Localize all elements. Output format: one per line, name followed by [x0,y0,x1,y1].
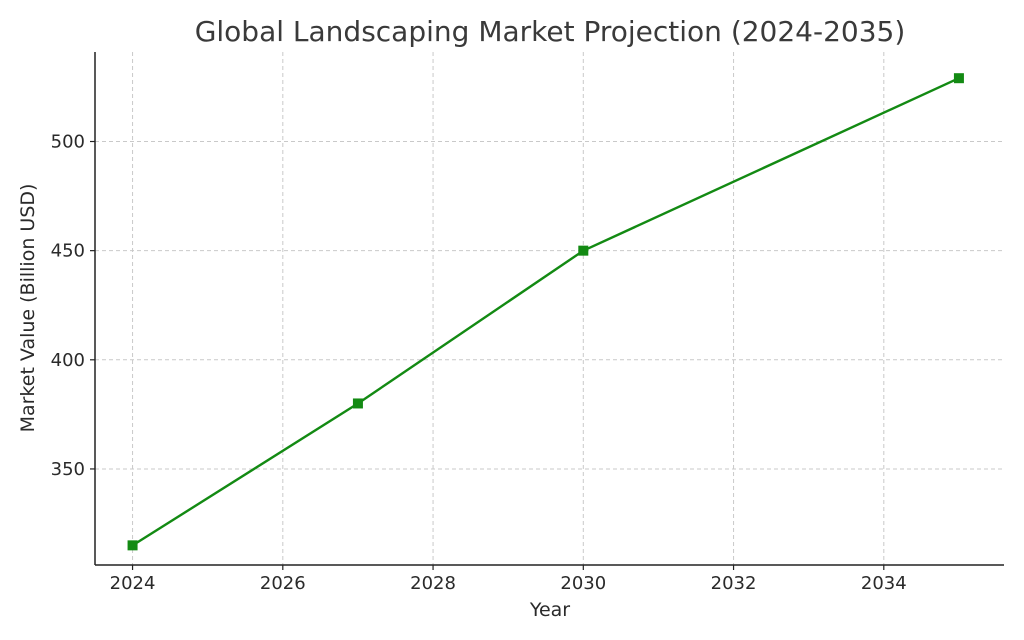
y-tick-label-1: 400 [51,350,85,371]
x-axis-label: Year [529,599,570,621]
data-series [127,73,964,551]
tick-labels: 2024 2026 2028 2030 2032 2034 350 400 450 500 [51,132,907,594]
data-point-marker-1 [352,398,363,409]
chart-title: Global Landscaping Market Projection (20… [195,15,906,48]
y-tick-label-2: 450 [51,241,85,262]
y-axis-label: Market Value (Billion USD) [17,184,39,433]
series-line-0 [131,77,960,547]
x-tick-label-2: 2028 [410,573,456,594]
x-tick-label-1: 2026 [260,573,306,594]
x-tick-label-3: 2030 [560,573,606,594]
axes [90,52,1004,570]
x-tick-label-4: 2032 [711,573,757,594]
x-tick-label-0: 2024 [110,573,156,594]
data-point-marker-3 [953,73,964,84]
grid-lines [95,52,1004,565]
data-point-marker-2 [578,245,589,256]
y-tick-label-3: 500 [51,132,85,153]
x-tick-label-5: 2034 [861,573,907,594]
y-tick-label-0: 350 [51,459,85,480]
data-point-marker-0 [127,540,138,551]
